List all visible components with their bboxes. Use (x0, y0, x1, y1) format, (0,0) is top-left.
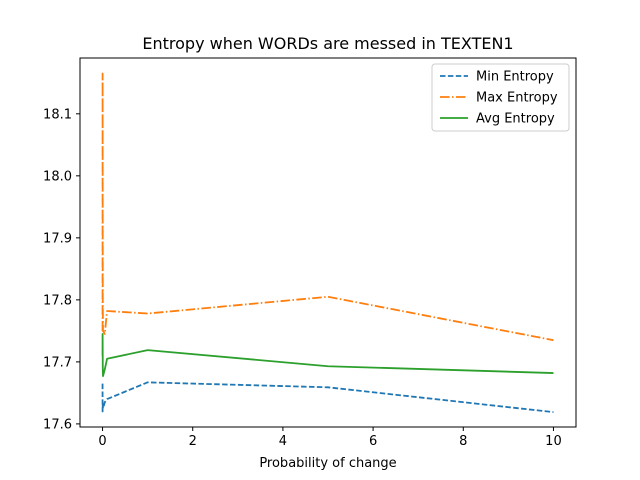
legend-label-avg-entropy: Avg Entropy (476, 112, 555, 127)
series-line-min-entropy (101, 381, 554, 414)
series-line-max-entropy (101, 72, 554, 342)
x-tick-label: 6 (369, 434, 377, 449)
legend: Min Entropy Max Entropy Avg Entropy (431, 63, 570, 132)
y-tick-label: 17.8 (43, 293, 72, 308)
y-tick-label: 17.7 (43, 355, 72, 370)
plot-frame (79, 57, 577, 428)
x-tick-label: 10 (545, 434, 562, 449)
x-tick-label: 0 (98, 434, 106, 449)
y-tick-label: 18.1 (43, 107, 72, 122)
y-tick-label: 18.0 (43, 169, 72, 184)
y-tick-label: 17.9 (43, 231, 72, 246)
series-line-avg-entropy (101, 333, 554, 378)
x-axis-label: Probability of change (259, 456, 396, 471)
chart-title: Entropy when WORDs are messed in TEXTEN1 (142, 34, 513, 53)
x-tick-label: 8 (459, 434, 467, 449)
x-tick-label: 4 (279, 434, 287, 449)
legend-label-max-entropy: Max Entropy (476, 91, 558, 106)
legend-label-min-entropy: Min Entropy (476, 70, 554, 85)
plot-area: 0 2 4 6 8 10 17.6 17.7 17.8 17.9 18.0 18.1 (43, 57, 577, 449)
legend-box (431, 63, 570, 132)
y-tick-label: 17.6 (43, 417, 72, 432)
x-tick-label: 2 (189, 434, 197, 449)
